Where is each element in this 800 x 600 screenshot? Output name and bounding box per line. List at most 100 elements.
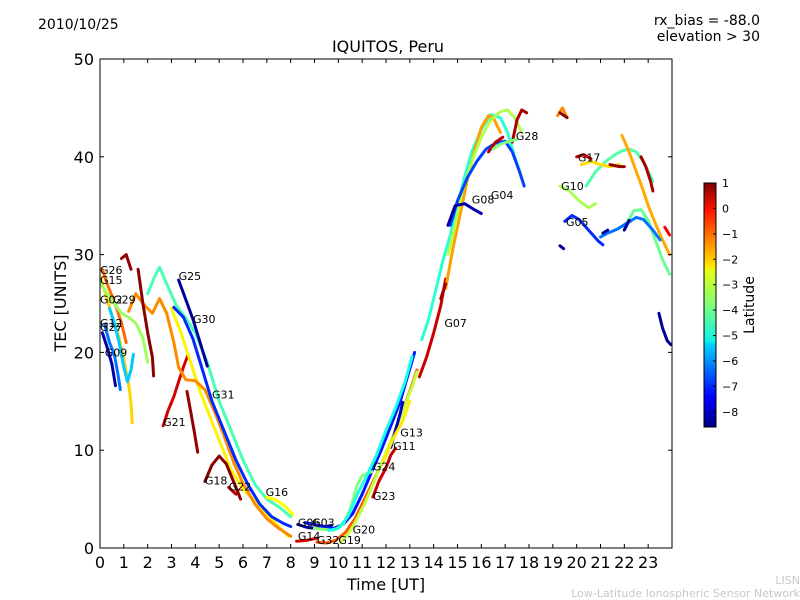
tec-series-41 — [563, 214, 605, 247]
y-axis-label: TEC [UNITS] — [51, 255, 70, 353]
satellite-label-g11: G11 — [393, 440, 416, 453]
x-tick-label: 9 — [309, 553, 319, 572]
satellite-label-g22: G22 — [229, 480, 252, 493]
satellite-label-g19: G19 — [338, 534, 361, 547]
x-tick-label: 18 — [519, 553, 539, 572]
satellite-label-g20: G20 — [353, 523, 376, 536]
y-tick-label: 10 — [74, 441, 94, 460]
tec-series-49 — [599, 215, 662, 242]
tec-series-32 — [448, 139, 526, 227]
footer: LISN Low-Latitude Ionospheric Sensor Net… — [571, 574, 800, 600]
satellite-label-g23: G23 — [373, 490, 396, 503]
satellite-label-g24: G24 — [373, 461, 396, 474]
tec-series-11 — [120, 253, 133, 271]
colorbar-tick-label: 1 — [722, 177, 729, 190]
x-tick-label: 11 — [352, 553, 372, 572]
x-tick-label: 5 — [214, 553, 224, 572]
footer-long: Low-Latitude Ionospheric Sensor Network — [571, 587, 800, 600]
tec-series-46 — [620, 133, 672, 257]
tec-series-33 — [446, 202, 483, 227]
colorbar-ticks: 1 0 −1 −2 −3 −4 −5 −6 −7 −8 — [713, 177, 738, 419]
x-tick-label: 22 — [614, 553, 634, 572]
satellite-label-g08: G08 — [472, 194, 495, 207]
satellite-label-g16: G16 — [266, 486, 289, 499]
satellite-label-g05: G05 — [566, 216, 589, 229]
colorbar-tick-label: −7 — [722, 380, 738, 393]
tec-series-40 — [558, 184, 598, 210]
x-tick-label: 3 — [166, 553, 176, 572]
date-label: 2010/10/25 — [38, 17, 119, 33]
satellite-label-g10: G10 — [561, 180, 584, 193]
x-tick-label: 23 — [638, 553, 658, 572]
x-tick-label: 12 — [376, 553, 396, 572]
tec-series-36 — [491, 137, 519, 151]
tec-series-24 — [327, 354, 414, 532]
x-tick-label: 10 — [328, 553, 348, 572]
tec-series-34 — [487, 135, 505, 154]
satellite-label-g18: G18 — [205, 474, 228, 487]
satellite-label-g31: G31 — [212, 388, 235, 401]
tec-series-47 — [639, 155, 655, 193]
tec-series-23 — [339, 370, 419, 544]
tec-series-1 — [161, 352, 190, 428]
satellite-label-g17: G17 — [578, 152, 601, 165]
x-tick-label: 13 — [400, 553, 420, 572]
tec-series-25 — [371, 446, 397, 499]
colorbar-tick-label: 0 — [722, 202, 729, 215]
colorbar — [703, 182, 717, 428]
satellite-label-g30: G30 — [193, 313, 216, 326]
tec-series-51 — [622, 218, 631, 232]
satellite-label-g06: G06 — [298, 516, 321, 529]
y-tick-label: 50 — [74, 50, 94, 69]
tec-series-35 — [510, 108, 529, 144]
tec-series-54 — [439, 282, 448, 301]
satellite-label-g15: G15 — [100, 274, 123, 287]
tec-series-29 — [420, 113, 521, 342]
x-tick-label: 19 — [543, 553, 563, 572]
tec-series-14 — [100, 281, 150, 364]
satellite-label-g02: G02 — [100, 294, 123, 307]
satellite-label-g28: G28 — [516, 130, 539, 143]
satellite-label-g21: G21 — [163, 416, 186, 429]
satellite-label-g09: G09 — [105, 346, 128, 359]
tec-series-15 — [108, 306, 135, 384]
x-tick-label: 20 — [566, 553, 586, 572]
satellite-label-g03: G03 — [312, 516, 335, 529]
tec-series-44 — [575, 153, 593, 161]
rx-bias-info: rx_bias = -88.0 elevation > 30 — [654, 13, 760, 45]
footer-short: LISN — [775, 574, 800, 587]
y-tick-label: 30 — [74, 246, 94, 265]
tec-series-5 — [172, 305, 293, 528]
tec-series-19 — [303, 350, 417, 530]
tec-series-45 — [608, 163, 626, 169]
tec-series-50 — [601, 228, 610, 235]
x-tick-label: 7 — [262, 553, 272, 572]
tec-series-39 — [558, 244, 566, 251]
tec-series-52 — [657, 311, 672, 347]
colorbar-tick-label: −2 — [722, 253, 738, 266]
colorbar-tick-label: −4 — [722, 304, 738, 317]
tec-series-27 — [382, 399, 412, 463]
series-layer — [100, 106, 672, 545]
colorbar-label: Latitude — [742, 276, 758, 334]
x-tick-label: 15 — [447, 553, 467, 572]
tec-series-2 — [170, 306, 290, 538]
x-tick-label: 8 — [286, 553, 296, 572]
chart-title: IQUITOS, Peru — [331, 37, 445, 56]
y-tick-label: 20 — [74, 343, 94, 362]
x-tick-label: 0 — [95, 553, 105, 572]
satellite-label-g13: G13 — [400, 427, 423, 440]
tec-series-53 — [663, 225, 672, 237]
tec-series-16 — [103, 323, 122, 392]
satellite-label-g14: G14 — [298, 530, 321, 543]
colorbar-tick-label: −3 — [722, 279, 738, 292]
tec-series-0 — [185, 390, 200, 454]
rx-bias-label: rx_bias = -88.0 — [653, 13, 760, 29]
x-tick-label: 1 — [119, 553, 129, 572]
tec-series-3 — [127, 292, 293, 538]
tec-series-31 — [446, 108, 524, 257]
x-tick-label: 17 — [495, 553, 515, 572]
colorbar-tick-label: −5 — [722, 330, 738, 343]
